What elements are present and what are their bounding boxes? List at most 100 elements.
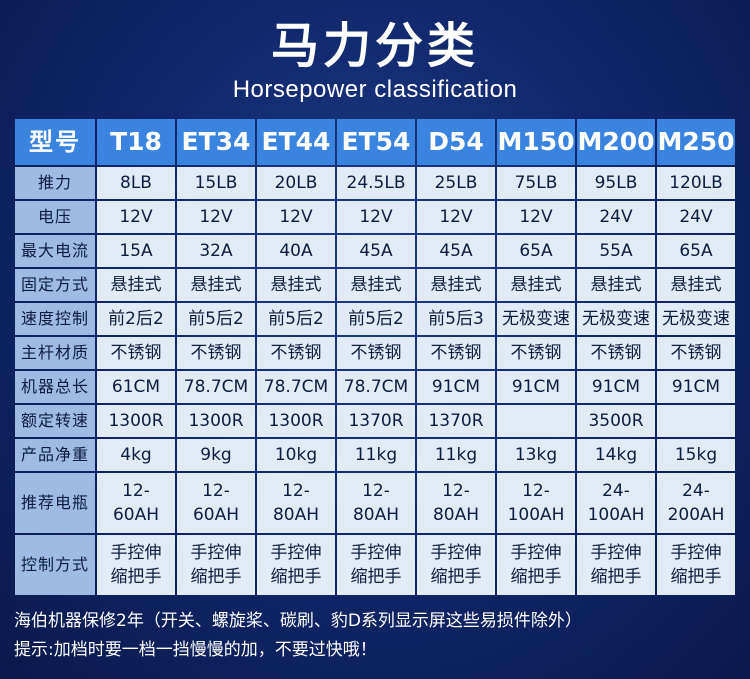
cell-line: 80AH [272,505,320,525]
cell-line: 手控伸 [430,543,482,563]
table-cell: 1300R [97,405,175,437]
table-cell: 前5后2 [177,303,255,335]
cell-line: 24- [682,481,710,501]
table-cell: 24V [577,201,655,233]
table-cell: 65A [657,235,735,267]
model-header: ET44 [257,119,335,165]
table-cell: 不锈钢 [177,337,255,369]
cell-line: 缩把手 [190,567,242,587]
cell-line: 60AH [112,505,160,525]
row-label: 速度控制 [15,303,95,335]
cell-line: 手控伸 [510,543,562,563]
table-cell: 13kg [497,439,575,471]
table-cell: 手控伸 缩把手 [417,535,495,595]
cell-line: 手控伸 [270,543,322,563]
cell-line: 12- [522,481,550,501]
cell-line: 100AH [507,505,565,525]
table-cell: 91CM [497,371,575,403]
cell-line: 12- [282,481,310,501]
cell-line: 60AH [192,505,240,525]
cell-line: 缩把手 [670,567,722,587]
table-cell: 32A [177,235,255,267]
model-header: M150 [497,119,575,165]
table-cell: 75LB [497,167,575,199]
table-cell: 手控伸 缩把手 [657,535,735,595]
table-cell: 12V [97,201,175,233]
row-label: 产品净重 [15,439,95,471]
table-cell: 手控伸 缩把手 [577,535,655,595]
table-cell: 12V [337,201,415,233]
table-cell: 24- 200AH [657,473,735,533]
cell-line: 手控伸 [110,543,162,563]
table-cell: 14kg [577,439,655,471]
table-cell: 4kg [97,439,175,471]
model-header: T18 [97,119,175,165]
table-row: 额定转速 1300R 1300R 1300R 1370R 1370R 3500R [15,405,735,437]
warranty-note: 海伯机器保修2年（开关、螺旋桨、碳刷、豹D系列显示屏这些易损件除外） [14,611,582,631]
row-label: 推力 [15,167,95,199]
row-label: 最大电流 [15,235,95,267]
table-row: 推荐电瓶 12- 60AH 12- 60AH 12- 80AH 12- 80AH 12- 80AH 1… [15,473,735,533]
cell-line: 缩把手 [350,567,402,587]
table-cell: 24.5LB [337,167,415,199]
table-cell: 12- 80AH [417,473,495,533]
table-cell: 手控伸 缩把手 [497,535,575,595]
model-header: D54 [417,119,495,165]
table-cell: 12- 80AH [257,473,335,533]
row-label: 电压 [15,201,95,233]
table-cell: 24V [657,201,735,233]
table-cell: 无极变速 [577,303,655,335]
model-header: ET54 [337,119,415,165]
table-cell: 不锈钢 [337,337,415,369]
table-row: 固定方式 悬挂式 悬挂式 悬挂式 悬挂式 悬挂式 悬挂式 悬挂式 悬挂式 [15,269,735,301]
table-cell: 前5后2 [257,303,335,335]
table-cell: 15LB [177,167,255,199]
table-cell: 40A [257,235,335,267]
cell-line: 缩把手 [270,567,322,587]
table-cell: 12V [497,201,575,233]
table-cell: 不锈钢 [97,337,175,369]
cell-line: 80AH [352,505,400,525]
table-cell: 78.7CM [257,371,335,403]
table-cell: 25LB [417,167,495,199]
table-cell: 不锈钢 [257,337,335,369]
cell-line: 手控伸 [590,543,642,563]
table-cell: 45A [417,235,495,267]
cell-line: 手控伸 [190,543,242,563]
table-cell: 手控伸 缩把手 [97,535,175,595]
table-cell: 11kg [417,439,495,471]
table-cell: 12V [417,201,495,233]
table-cell: 悬挂式 [177,269,255,301]
table-cell: 悬挂式 [577,269,655,301]
table-cell: 悬挂式 [417,269,495,301]
table-cell: 悬挂式 [257,269,335,301]
page-title: 马力分类 [270,18,479,74]
table-cell: 12V [257,201,335,233]
table-cell: 78.7CM [177,371,255,403]
cell-line: 12- [442,481,470,501]
header-row: 型号 T18 ET34 ET44 ET54 D54 M150 M200 M250 [15,119,735,165]
table-cell [657,405,735,437]
table-cell: 9kg [177,439,255,471]
table-cell: 12- 100AH [497,473,575,533]
model-header: M250 [657,119,735,165]
corner-label: 型号 [15,119,95,165]
table-cell: 1370R [417,405,495,437]
table-cell: 悬挂式 [657,269,735,301]
table-cell: 1370R [337,405,415,437]
cell-line: 手控伸 [350,543,402,563]
table-cell: 11kg [337,439,415,471]
row-label: 推荐电瓶 [15,473,95,533]
table-cell: 15A [97,235,175,267]
table-cell: 不锈钢 [657,337,735,369]
table-cell: 10kg [257,439,335,471]
table-row: 电压 12V 12V 12V 12V 12V 12V 24V 24V [15,201,735,233]
table-cell: 91CM [657,371,735,403]
cell-line: 24- [602,481,630,501]
cell-line: 100AH [587,505,645,525]
table-cell: 悬挂式 [97,269,175,301]
cell-line: 缩把手 [110,567,162,587]
table-cell: 12V [177,201,255,233]
cell-line: 200AH [667,505,725,525]
table-row: 产品净重 4kg 9kg 10kg 11kg 11kg 13kg 14kg 15kg [15,439,735,471]
